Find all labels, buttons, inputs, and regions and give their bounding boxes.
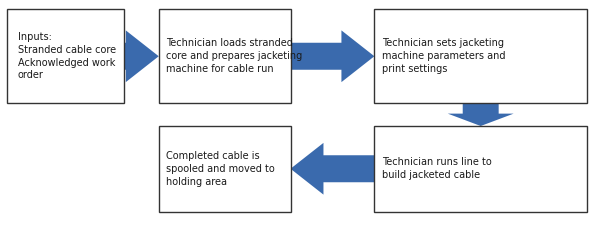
Text: Inputs:
Stranded cable core
Acknowledged work
order: Inputs: Stranded cable core Acknowledged… (18, 32, 116, 81)
FancyBboxPatch shape (374, 126, 587, 212)
Text: Technician runs line to
build jacketed cable: Technician runs line to build jacketed c… (382, 157, 491, 180)
Polygon shape (447, 104, 514, 126)
Polygon shape (124, 30, 159, 82)
FancyBboxPatch shape (374, 9, 587, 104)
FancyBboxPatch shape (7, 9, 124, 104)
FancyBboxPatch shape (159, 126, 291, 212)
Text: Technician loads stranded
core and prepares jacketing
machine for cable run: Technician loads stranded core and prepa… (166, 38, 302, 74)
FancyBboxPatch shape (159, 9, 291, 104)
Polygon shape (291, 143, 374, 195)
Polygon shape (291, 30, 374, 82)
Text: Completed cable is
spooled and moved to
holding area: Completed cable is spooled and moved to … (166, 151, 275, 187)
Text: Technician sets jacketing
machine parameters and
print settings: Technician sets jacketing machine parame… (382, 38, 505, 74)
